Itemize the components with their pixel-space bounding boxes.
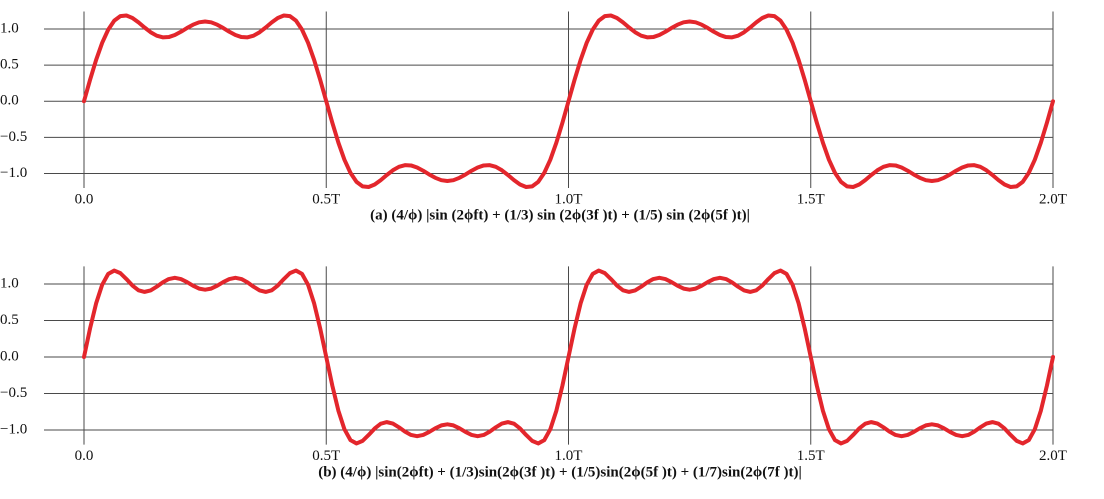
y-tick-label: 0.0 xyxy=(0,348,19,364)
signal-line xyxy=(82,268,1055,446)
y-tick-label: 1.0 xyxy=(0,20,19,36)
signal-line xyxy=(82,13,1055,189)
x-tick-label: 2.0T xyxy=(1039,448,1067,464)
x-axis-caption: (a) (4/ϕ) |sin (2ϕft) + (1/3) sin (2ϕ(3f… xyxy=(370,207,750,223)
y-tick-label: −0.5 xyxy=(0,385,27,401)
x-tick-label: 1.5T xyxy=(797,191,825,207)
x-tick-label: 0.5T xyxy=(312,448,340,464)
y-tick-label: 1.0 xyxy=(0,275,19,291)
x-axis-caption: (b) (4/ϕ) |sin(2ϕft) + (1/3)sin(2ϕ(3f )t… xyxy=(318,464,802,480)
x-tick-label: 2.0T xyxy=(1039,191,1067,207)
y-tick-label: 0.5 xyxy=(0,312,19,328)
y-tick-label: 0.0 xyxy=(0,93,19,109)
x-tick-label: 1.0T xyxy=(555,191,583,207)
x-tick-label: 1.0T xyxy=(555,448,583,464)
x-tick-label: 0.0 xyxy=(75,191,94,207)
x-tick-label: 0.5T xyxy=(312,191,340,207)
y-tick-label: −1.0 xyxy=(0,421,27,437)
x-tick-label: 0.0 xyxy=(75,448,94,464)
y-tick-label: −0.5 xyxy=(0,129,27,145)
x-tick-label: 1.5T xyxy=(797,448,825,464)
y-tick-label: −1.0 xyxy=(0,165,27,181)
y-tick-label: 0.5 xyxy=(0,57,19,73)
